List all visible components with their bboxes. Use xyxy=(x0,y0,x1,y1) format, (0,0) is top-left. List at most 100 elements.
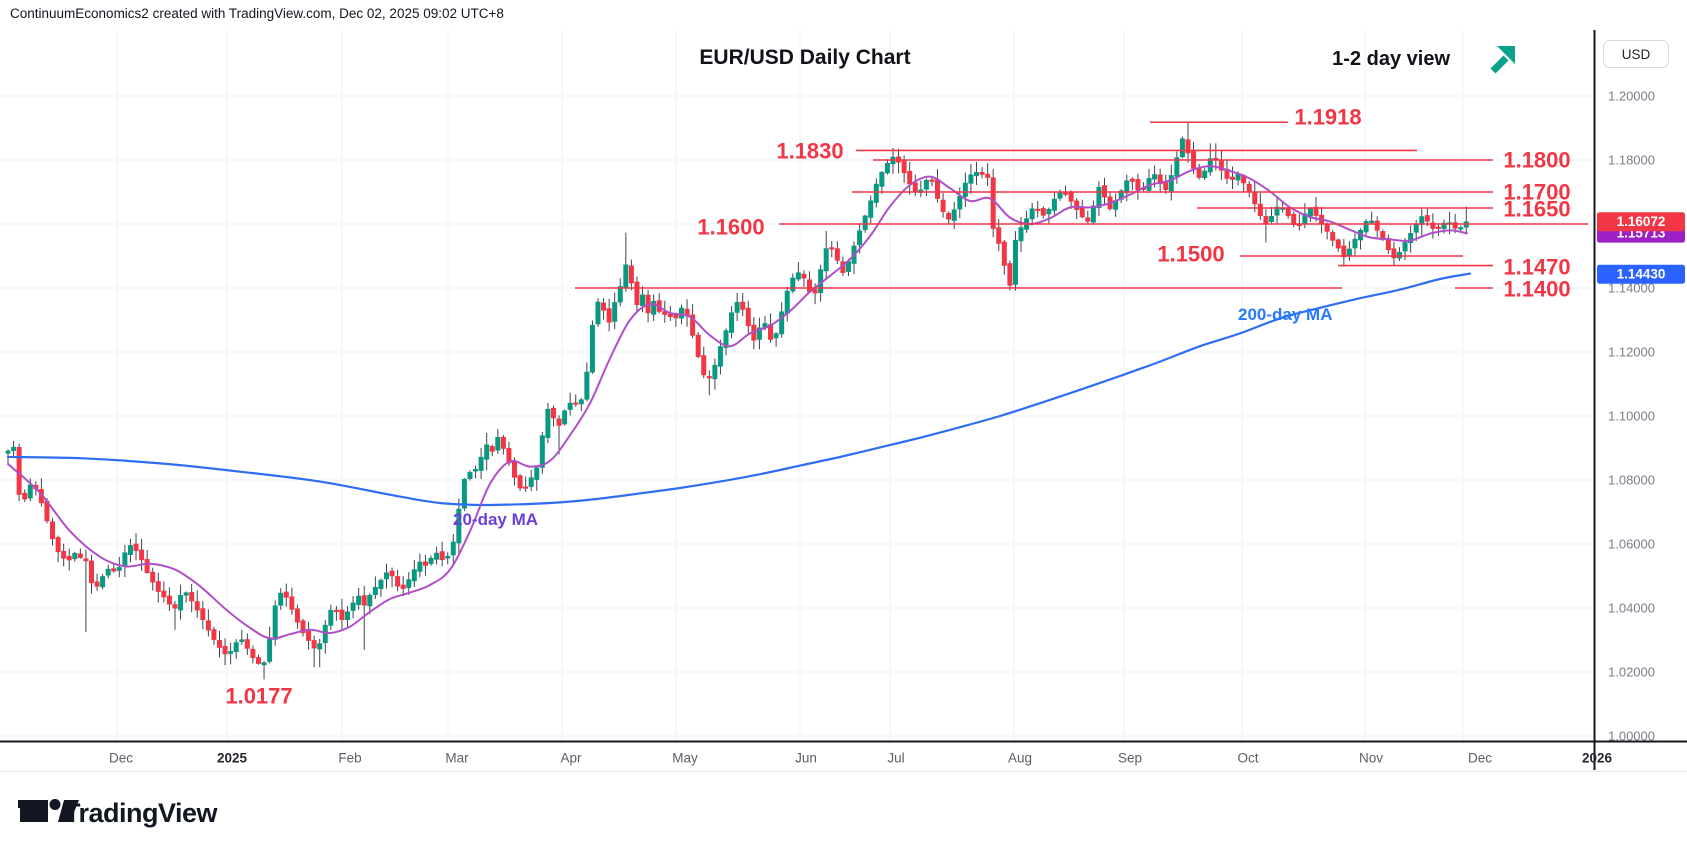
candle-body xyxy=(1335,239,1341,249)
candle-body xyxy=(517,475,523,489)
candle-body xyxy=(378,579,384,589)
month-label: 2025 xyxy=(217,751,248,766)
ma20-line xyxy=(7,165,1468,640)
candle-body xyxy=(311,640,317,649)
candle-body xyxy=(122,552,128,567)
candle-body xyxy=(1369,220,1375,224)
candle-body xyxy=(66,555,72,561)
candle-body xyxy=(834,248,840,261)
candle-body xyxy=(795,272,801,280)
tradingview-logo-icon[interactable] xyxy=(18,792,88,832)
month-label: Mar xyxy=(445,751,469,766)
candle-body xyxy=(868,200,874,218)
candle-body xyxy=(1063,192,1069,195)
candle-body xyxy=(623,264,629,288)
candle-body xyxy=(968,174,974,184)
candle-body xyxy=(250,648,256,659)
price-tick-label: 1.10000 xyxy=(1608,409,1655,424)
candle-body xyxy=(712,364,718,380)
candle-body xyxy=(1268,216,1274,223)
candle-body xyxy=(723,330,729,348)
candle-body xyxy=(1230,176,1236,180)
candle-body xyxy=(628,265,634,284)
last-price-badge-text: 1.16072 xyxy=(1617,214,1666,229)
candle-body xyxy=(662,311,668,315)
price-axis[interactable]: 1.20000 1.18000 1.14000 1.12000 1.10000 1.080… xyxy=(1608,89,1655,744)
candle-body xyxy=(1352,238,1358,249)
candle-body xyxy=(1129,178,1135,182)
candle-body xyxy=(1085,217,1091,222)
time-axis[interactable]: Dec 2025 Feb Mar Apr May Jun Jul Aug Sep Oct Nov Dec… xyxy=(109,751,1613,766)
price-tick-label: 1.20000 xyxy=(1608,89,1655,104)
level-price-label: 1.0177 xyxy=(225,684,292,709)
level-price-label: 1.1650 xyxy=(1503,197,1570,222)
candle-body xyxy=(1435,226,1441,229)
candle-body xyxy=(1424,215,1430,222)
candle-body xyxy=(155,581,161,592)
candle-body xyxy=(406,579,412,588)
candle-body xyxy=(1246,183,1252,193)
candle-body xyxy=(1001,241,1007,266)
month-label: Oct xyxy=(1237,751,1258,766)
month-label: Feb xyxy=(338,751,361,766)
candle-body xyxy=(701,355,707,376)
candle-body xyxy=(1090,205,1096,223)
candle-body xyxy=(27,484,33,499)
candle-body xyxy=(539,435,545,468)
candle-body xyxy=(912,182,918,193)
candle-body xyxy=(523,486,529,489)
candle-body xyxy=(233,642,239,653)
level-price-label: 1.1600 xyxy=(697,215,764,240)
currency-usd-button[interactable]: USD xyxy=(1603,40,1669,68)
candle-body xyxy=(879,171,885,187)
candle-body xyxy=(1057,192,1063,199)
candle-body xyxy=(72,553,78,560)
candle-body xyxy=(55,537,61,553)
candle-body xyxy=(734,302,740,313)
price-tick-label: 1.00000 xyxy=(1608,729,1655,744)
candle-body xyxy=(1291,213,1297,226)
candle-body xyxy=(973,171,979,177)
candle-body xyxy=(784,290,790,314)
candle-body xyxy=(573,402,579,405)
candle-body xyxy=(1202,170,1208,179)
candle-body xyxy=(495,436,501,451)
candle-body xyxy=(940,199,946,213)
candle-body xyxy=(990,177,996,229)
candle-body xyxy=(1035,208,1041,211)
candle-body xyxy=(729,312,735,333)
level-price-label: 1.1800 xyxy=(1503,148,1570,173)
candle-body xyxy=(717,346,723,367)
candle-body xyxy=(1046,209,1052,215)
level-price-label: 1.1500 xyxy=(1157,242,1224,267)
attribution-text: ContinuumEconomics2 created with Trading… xyxy=(10,6,504,21)
candle-body xyxy=(1330,232,1336,241)
level-price-label: 1.1470 xyxy=(1503,255,1570,280)
last-price-badge: 1.16072 xyxy=(1597,212,1685,232)
candle-body xyxy=(1074,200,1080,211)
candle-body xyxy=(545,408,551,439)
candle-body xyxy=(857,230,863,246)
candle-body xyxy=(801,273,807,279)
candle-body xyxy=(139,549,145,561)
ma200-price-badge: 1.14430 xyxy=(1597,264,1685,284)
candle-body xyxy=(706,376,712,379)
price-tick-label: 1.06000 xyxy=(1608,537,1655,552)
candle-body xyxy=(1324,223,1330,232)
candle-body xyxy=(161,590,167,598)
up-trend-arrow-icon xyxy=(1488,42,1520,78)
candle-body xyxy=(1374,220,1380,231)
candle-body xyxy=(1346,248,1352,256)
candle-body xyxy=(317,643,323,650)
tradingview-logo-text[interactable]: TradingView xyxy=(64,798,218,828)
price-tick-label: 1.02000 xyxy=(1608,665,1655,680)
candle-body xyxy=(100,576,106,588)
candle-body xyxy=(584,371,590,400)
candle-body xyxy=(500,436,506,449)
candle-body xyxy=(194,601,200,611)
candle-body xyxy=(640,294,646,307)
candle-body xyxy=(333,609,339,613)
